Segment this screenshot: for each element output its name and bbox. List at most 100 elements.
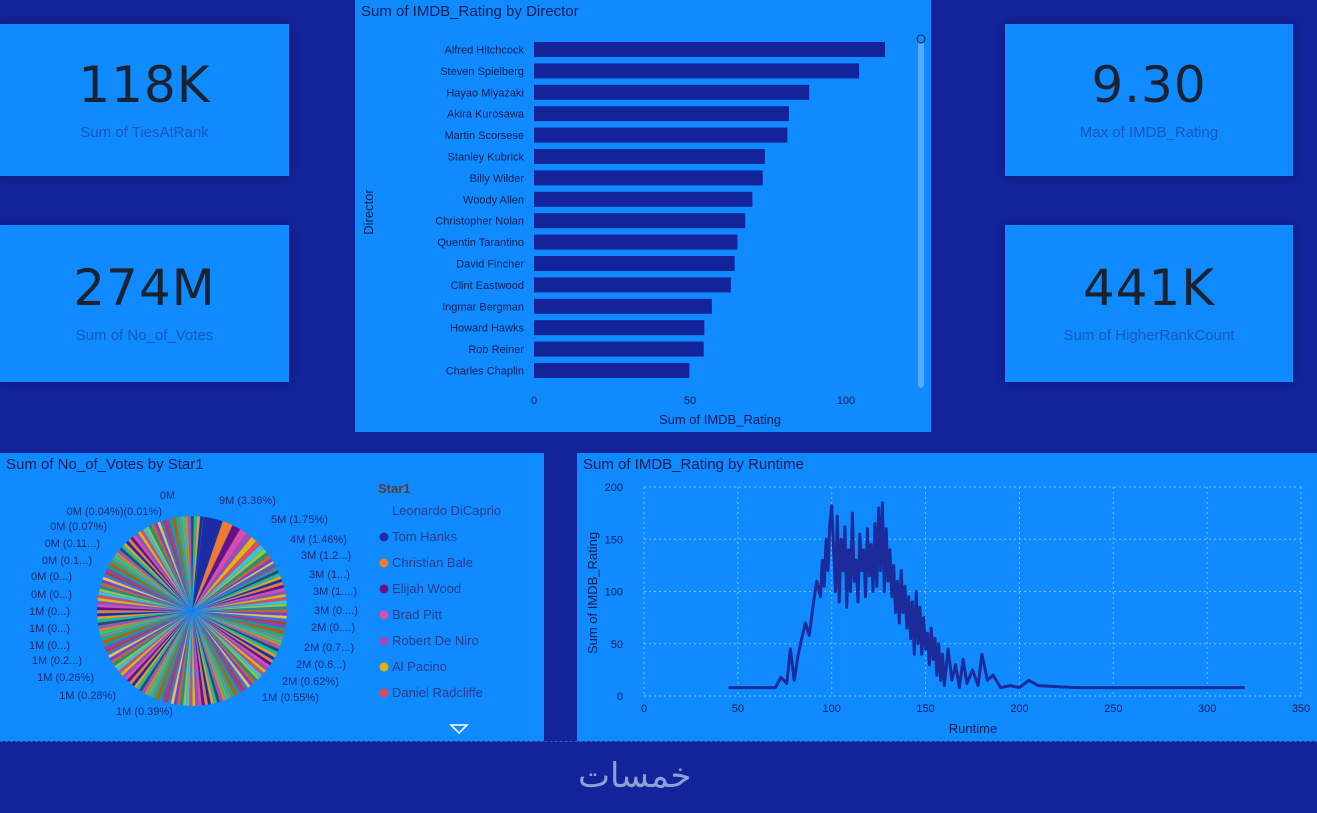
pie-data-label: 2M (0.6...) xyxy=(296,659,346,671)
runtime-line-chart-panel[interactable]: Sum of IMDB_Rating by Runtime 0 50 100 150 2… xyxy=(577,453,1317,741)
runtime-rating-line[interactable] xyxy=(728,501,1245,690)
legend-scroll-down-icon[interactable] xyxy=(449,724,469,735)
bar[interactable] xyxy=(534,42,885,57)
bar[interactable] xyxy=(534,320,705,336)
pie-data-label: 9M (3.36%) xyxy=(219,495,276,507)
director-bar-chart-panel[interactable]: Sum of IMDB_Rating by Director Director … xyxy=(355,0,931,432)
line-chart-x-axis-label: Runtime xyxy=(949,721,997,736)
bar[interactable] xyxy=(534,149,765,164)
bar-category-label: Stanley Kubrick xyxy=(448,152,525,164)
bar-chart-svg: Director Sum of IMDB_Rating 0 50 100 Alf… xyxy=(361,34,926,427)
card-higher-rank-count[interactable]: 441K Sum of HigherRankCount xyxy=(1005,225,1293,382)
bar-chart-x-tick: 100 xyxy=(837,395,855,407)
card-max-imdb-rating[interactable]: 9.30 Max of IMDB_Rating xyxy=(1005,24,1293,176)
card-label: Max of IMDB_Rating xyxy=(1079,123,1219,141)
pie-slice[interactable] xyxy=(191,516,204,612)
pie-data-label: 1M (0...) xyxy=(29,640,70,652)
legend-marker-icon xyxy=(379,584,389,594)
star-pie-chart-panel[interactable]: Sum of No_of_Votes by Star1 9M (3.36%) 5M… xyxy=(0,453,544,741)
card-ties-at-rank[interactable]: 118K Sum of TiesAtRank xyxy=(0,24,289,176)
scrollbar-handle[interactable] xyxy=(916,34,926,44)
card-value: 441K xyxy=(1082,259,1216,317)
bar[interactable] xyxy=(534,341,704,357)
bar[interactable] xyxy=(534,127,788,143)
bar-category-label: Quentin Tarantino xyxy=(437,237,524,249)
x-tick-label: 100 xyxy=(823,703,841,715)
card-value: 118K xyxy=(78,55,211,114)
bar-category-label: Rob Reiner xyxy=(468,344,524,356)
pie-data-label: 3M (0....) xyxy=(314,605,358,617)
pie-data-label: 4M (1.46%) xyxy=(290,534,347,546)
card-label: Sum of TiesAtRank xyxy=(80,123,209,141)
legend-marker-icon xyxy=(379,610,389,620)
bar[interactable] xyxy=(534,363,690,378)
y-tick-label: 200 xyxy=(605,482,623,494)
bar[interactable] xyxy=(534,63,860,79)
pie-data-label: 0M (0.11...) xyxy=(45,538,100,550)
pie-data-label: 3M (1.2...) xyxy=(301,550,351,562)
pie-data-label: 0M (0...) xyxy=(31,589,72,601)
legend-item[interactable]: Al Pacino xyxy=(392,659,447,674)
pie-data-label: 1M (0.2...) xyxy=(32,655,82,667)
pie-data-label: 1M (0...) xyxy=(29,606,70,618)
bar-chart-x-tick: 50 xyxy=(684,395,696,407)
card-value: 274M xyxy=(73,259,216,317)
pie-data-label: 1M (0.55%) xyxy=(262,692,319,704)
pie-data-label: 1M (0.39%) xyxy=(116,706,173,718)
bar[interactable] xyxy=(534,234,738,250)
legend-item[interactable]: Tom Hanks xyxy=(392,529,458,544)
bar-category-label: Charles Chaplin xyxy=(446,366,524,378)
bar-category-label: Hayao Miyazaki xyxy=(446,87,524,99)
x-tick-label: 150 xyxy=(916,703,934,715)
pie-chart-svg: 9M (3.36%) 5M (1.75%) 4M (1.46%) 3M (1.2...… xyxy=(29,481,501,735)
pie-data-label: 2M (0.62%) xyxy=(282,676,339,688)
legend-item[interactable]: Elijah Wood xyxy=(392,581,461,596)
pie-data-label: 0M xyxy=(160,490,175,502)
y-tick-label: 150 xyxy=(605,534,623,546)
bar-category-label: Steven Spielberg xyxy=(440,66,524,78)
bar[interactable] xyxy=(534,191,753,207)
legend-item[interactable]: Brad Pitt xyxy=(392,607,442,622)
y-tick-label: 50 xyxy=(611,639,623,651)
x-tick-label: 350 xyxy=(1292,703,1310,715)
card-no-of-votes[interactable]: 274M Sum of No_of_Votes xyxy=(0,225,289,382)
y-tick-label: 0 xyxy=(617,691,623,703)
bar-chart-scrollbar[interactable] xyxy=(918,36,924,388)
bar[interactable] xyxy=(534,84,810,100)
card-label: Sum of HigherRankCount xyxy=(1063,327,1235,344)
legend-marker-icon xyxy=(379,636,389,646)
bar[interactable] xyxy=(534,256,735,271)
legend-item[interactable]: Christian Bale xyxy=(392,555,473,570)
bar-category-label: Martin Scorsese xyxy=(445,130,524,142)
bar[interactable] xyxy=(534,106,789,122)
pie-data-label: 0M (0.07%) xyxy=(50,521,107,533)
pie-data-label: 5M (1.75%) xyxy=(271,514,328,526)
line-chart-y-axis-label: Sum of IMDB_Rating xyxy=(585,532,600,654)
bar-category-label: Alfred Hitchcock xyxy=(445,45,525,57)
footer-bar xyxy=(0,741,1317,813)
y-tick-label: 100 xyxy=(605,587,623,599)
x-tick-label: 300 xyxy=(1198,703,1216,715)
bar[interactable] xyxy=(534,170,763,186)
bar-category-label: Christopher Nolan xyxy=(435,216,524,228)
line-chart-title: Sum of IMDB_Rating by Runtime xyxy=(583,456,804,473)
bar-category-label: Ingmar Bergman xyxy=(442,301,524,313)
legend-item[interactable]: Robert De Niro xyxy=(392,633,479,648)
pie-data-label: 1M (0...) xyxy=(29,623,70,635)
legend-item[interactable]: Daniel Radcliffe xyxy=(392,685,483,700)
legend-item[interactable]: Leonardo DiCaprio xyxy=(392,503,501,518)
x-tick-label: 200 xyxy=(1010,703,1028,715)
bar[interactable] xyxy=(534,298,712,314)
pie-data-label: 3M (1....) xyxy=(313,586,357,598)
bar-category-label: David Fincher xyxy=(456,259,524,271)
x-tick-label: 0 xyxy=(641,703,647,715)
x-tick-label: 250 xyxy=(1104,703,1122,715)
pie-data-label: 2M (0....) xyxy=(311,622,355,634)
bar-category-label: Billy Wilder xyxy=(470,173,525,185)
bar[interactable] xyxy=(534,213,746,229)
pie-data-label: 1M (0.26%) xyxy=(37,672,94,684)
card-label: Sum of No_of_Votes xyxy=(75,327,214,344)
bar[interactable] xyxy=(534,277,731,293)
khamsat-watermark-logo: خمسات xyxy=(578,756,692,796)
line-chart-svg: 0 50 100 150 200 0 50 100 150 200 250 300 350 Sum of… xyxy=(585,482,1310,736)
